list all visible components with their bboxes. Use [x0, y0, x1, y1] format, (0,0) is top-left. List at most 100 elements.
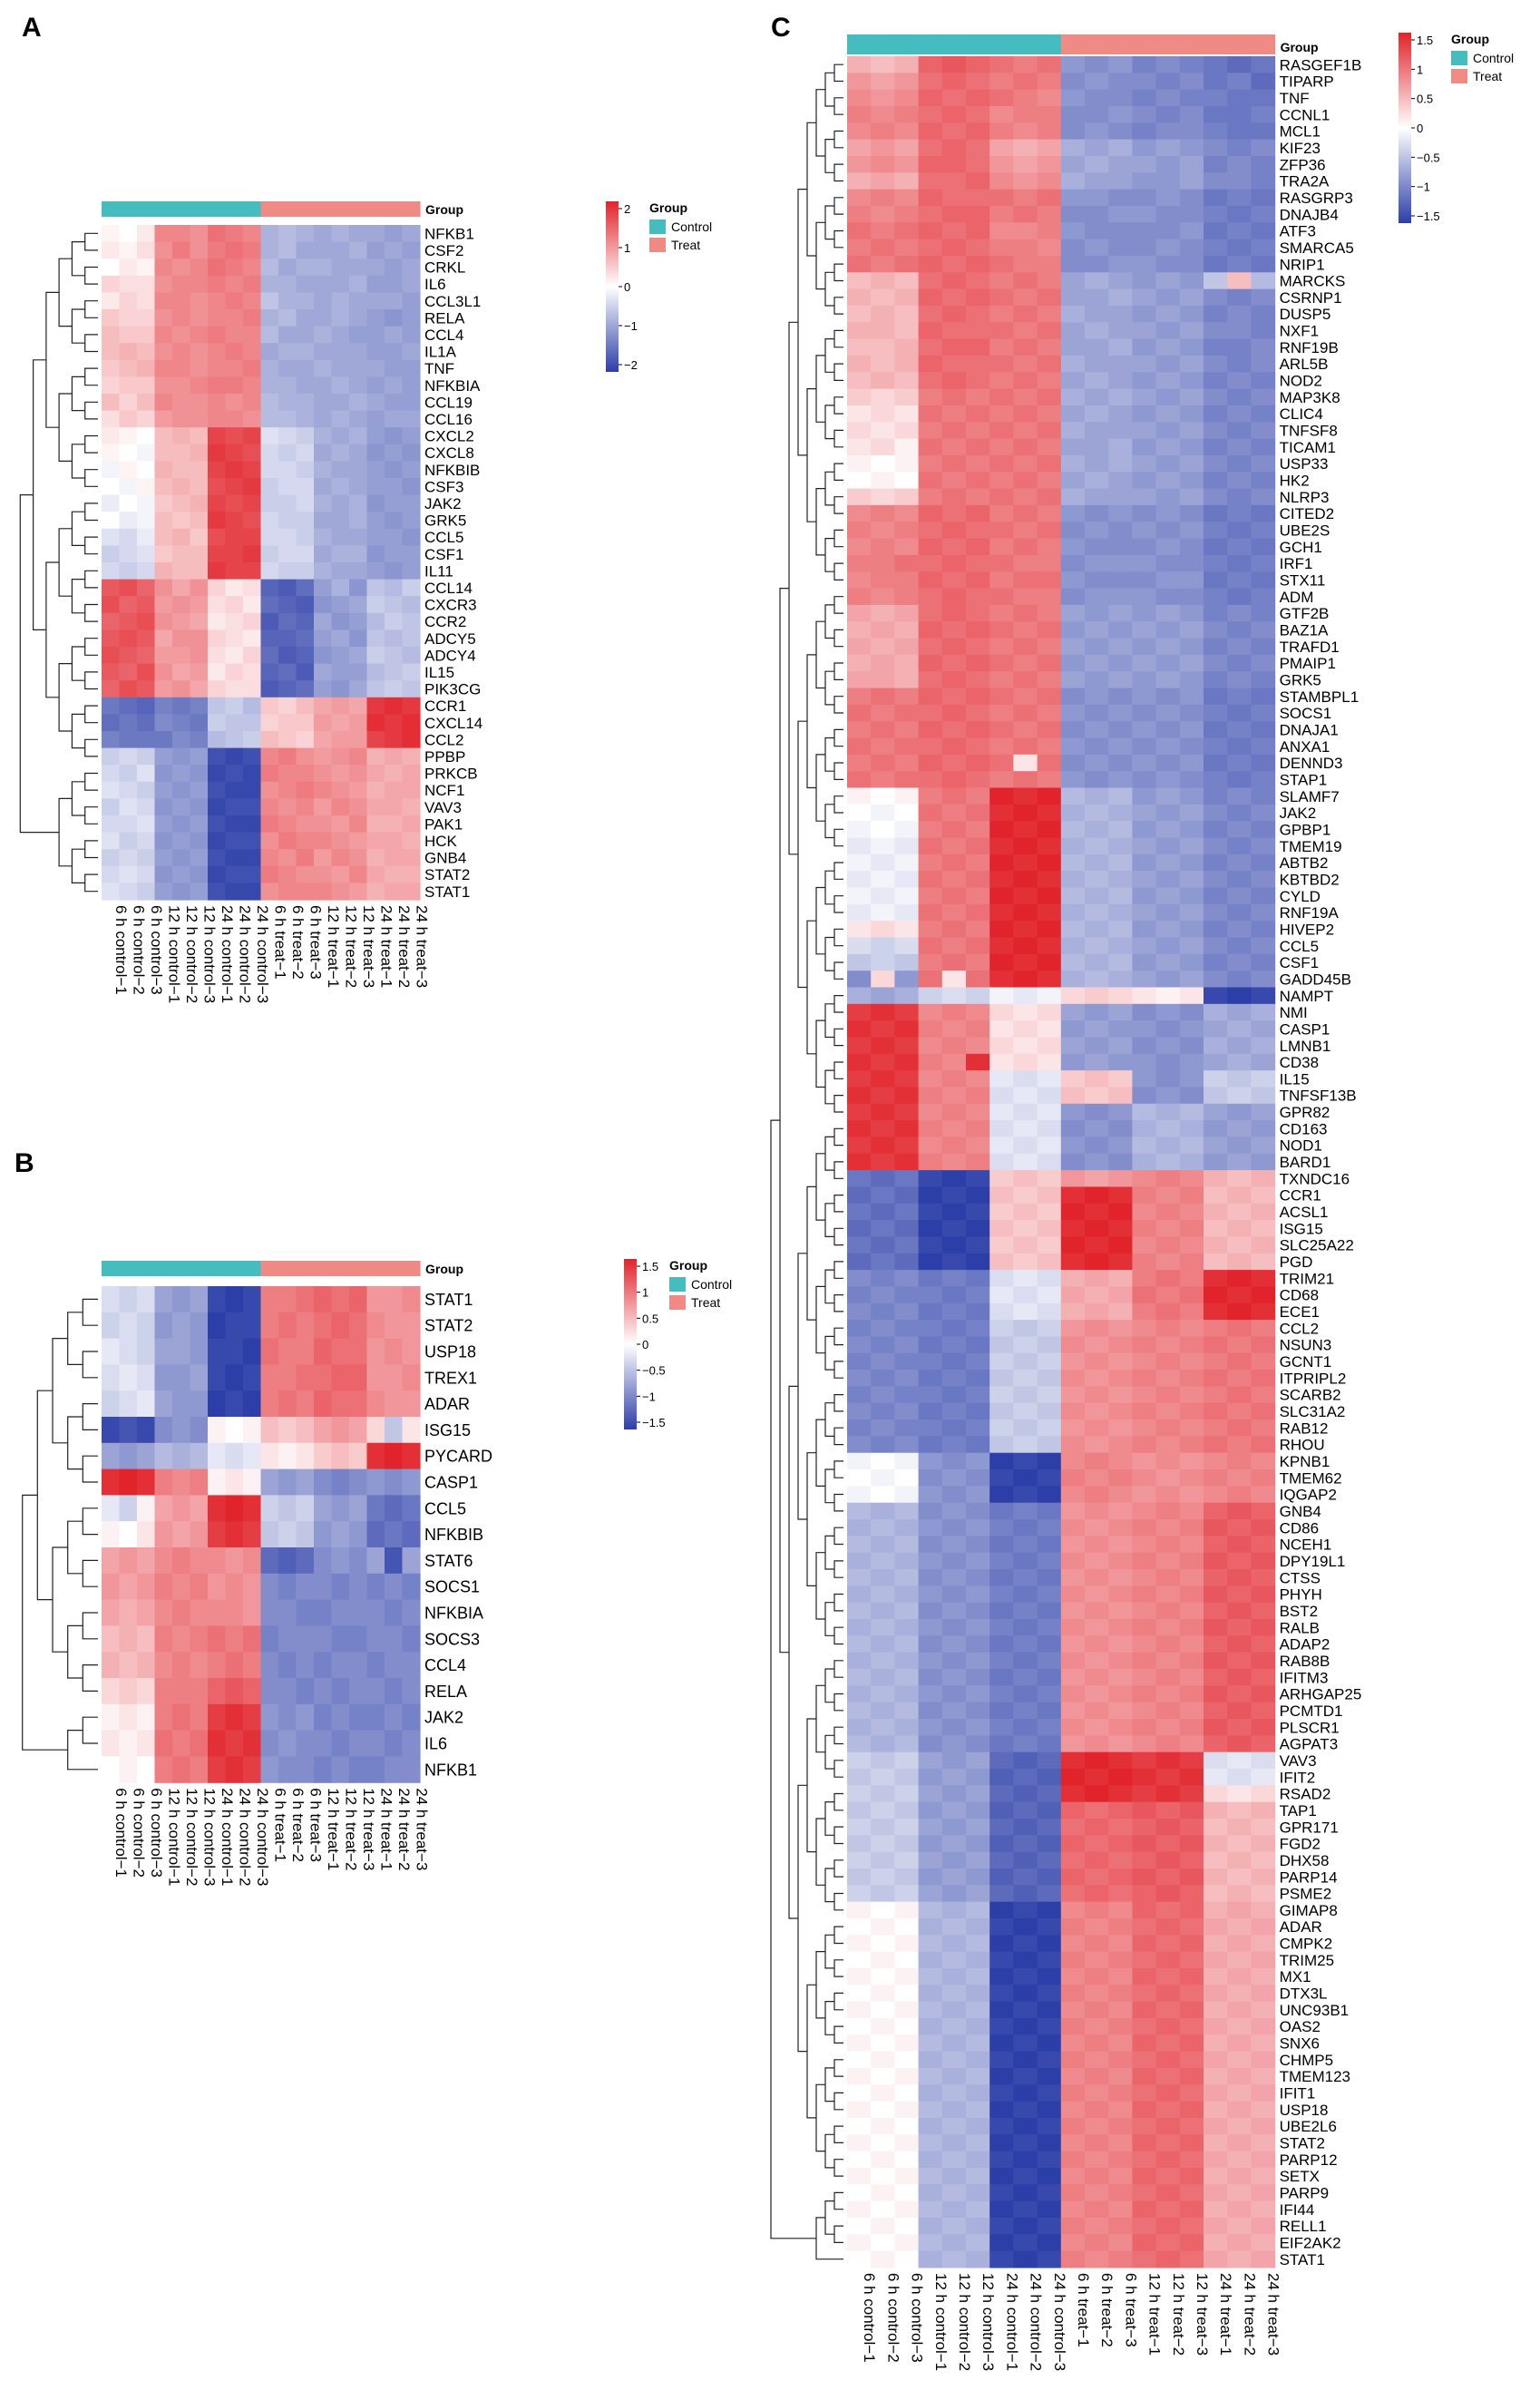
heatmap-cell [989, 1003, 1014, 1021]
heatmap-cell [243, 1312, 262, 1340]
heatmap-cell [102, 697, 121, 715]
heatmap-cell [1013, 1635, 1038, 1654]
heatmap-cell [1227, 1885, 1252, 1903]
heatmap-cell [871, 871, 895, 889]
dendrogram-branch [45, 561, 60, 698]
heatmap-cell [1227, 155, 1252, 173]
heatmap-cell [1155, 887, 1181, 905]
heatmap-cell [847, 1785, 872, 1803]
heatmap-cell [385, 1730, 404, 1757]
heatmap-cell [366, 1468, 385, 1496]
heatmap-cell [314, 629, 333, 648]
heatmap-cell [243, 747, 262, 766]
heatmap-cell [1060, 1469, 1086, 1487]
heatmap-cell [1108, 821, 1133, 839]
heatmap-cell [1060, 105, 1086, 123]
heatmap-cell [847, 1037, 872, 1055]
heatmap-cell [1108, 1053, 1133, 1071]
heatmap-cell [1204, 1935, 1228, 1953]
heatmap-cell [1108, 688, 1133, 706]
heatmap-cell [225, 1338, 244, 1365]
heatmap-cell [402, 545, 421, 563]
gene-label: ECE1 [1280, 1303, 1320, 1321]
heatmap-cell [871, 671, 895, 689]
heatmap-cell [208, 697, 227, 715]
heatmap-cell [1155, 1652, 1181, 1670]
heatmap-cell [966, 1137, 990, 1155]
heatmap-cell [1085, 1985, 1109, 2003]
heatmap-cell [871, 1220, 895, 1238]
heatmap-cell [225, 1364, 244, 1391]
heatmap-cell [894, 2184, 920, 2202]
gene-label: STAT2 [424, 1317, 473, 1335]
heatmap-cell [1108, 1270, 1133, 1288]
heatmap-cell [871, 1270, 895, 1288]
heatmap-cell [1179, 1502, 1204, 1520]
heatmap-cell [349, 512, 368, 530]
heatmap-cell [1060, 522, 1086, 540]
heatmap-cell [1085, 704, 1109, 722]
heatmap-cell [402, 815, 421, 834]
heatmap-cell [190, 832, 209, 850]
gene-label: MCL1 [1280, 123, 1321, 141]
heatmap-cell [172, 1338, 191, 1365]
heatmap-cell [1037, 1402, 1062, 1420]
heatmap-cell [331, 275, 350, 293]
heatmap-cell [1037, 2134, 1062, 2152]
heatmap-cell [847, 488, 872, 506]
heatmap-cell [1132, 1768, 1157, 1786]
heatmap-cell [1037, 538, 1062, 556]
heatmap-cell [366, 444, 385, 462]
heatmap-cell [1155, 305, 1181, 323]
dendrogram-branch [833, 828, 843, 847]
heatmap-cell [349, 579, 368, 597]
heatmap-cell [1204, 504, 1228, 522]
heatmap-cell [225, 663, 244, 681]
heatmap-cell [1108, 2134, 1133, 2152]
sample-label: 6 h treat−3 [307, 1788, 324, 1862]
heatmap-cell [225, 478, 244, 496]
heatmap-cell [385, 680, 404, 698]
heatmap-cell [208, 612, 227, 630]
heatmap-cell [385, 359, 404, 377]
heatmap-cell [243, 461, 262, 479]
heatmap-cell [349, 798, 368, 816]
heatmap-cell [1251, 1402, 1276, 1420]
heatmap-cell [314, 1390, 333, 1418]
heatmap-cell [366, 562, 385, 580]
sample-label: 24 h treat−1 [377, 905, 395, 988]
heatmap-cell [989, 2067, 1014, 2085]
heatmap-cell [847, 355, 872, 373]
heatmap-cell [385, 259, 404, 277]
heatmap-cell [1155, 2217, 1181, 2235]
heatmap-cell [1108, 1186, 1133, 1205]
sample-label: 24 h control−3 [254, 905, 271, 1003]
heatmap-cell [385, 410, 404, 428]
heatmap-cell [296, 410, 315, 428]
heatmap-cell [366, 1573, 385, 1601]
heatmap-cell [894, 937, 920, 955]
heatmap-cell [941, 1220, 967, 1238]
heatmap-cell [847, 621, 872, 639]
heatmap-cell [278, 528, 297, 546]
dendrogram-branch [58, 528, 73, 597]
heatmap-cell [349, 1547, 368, 1575]
heatmap-cell [102, 309, 121, 327]
heatmap-cell [1251, 654, 1276, 672]
heatmap-cell [119, 494, 138, 512]
heatmap-cell [366, 275, 385, 293]
heatmap-cell [1060, 372, 1086, 390]
heatmap-cell [918, 1270, 943, 1288]
heatmap-cell [989, 2134, 1014, 2152]
heatmap-cell [1155, 1585, 1181, 1604]
heatmap-cell [1251, 1253, 1276, 1271]
legend-label: Treat [671, 238, 700, 252]
heatmap-cell [1179, 1801, 1204, 1820]
heatmap-cell [941, 2101, 967, 2119]
heatmap-cell [1108, 1420, 1133, 1437]
heatmap-cell [966, 654, 990, 672]
heatmap-cell [847, 1818, 872, 1836]
heatmap-cell [989, 854, 1014, 872]
heatmap-cell [1179, 1386, 1204, 1404]
heatmap-cell [871, 438, 895, 456]
